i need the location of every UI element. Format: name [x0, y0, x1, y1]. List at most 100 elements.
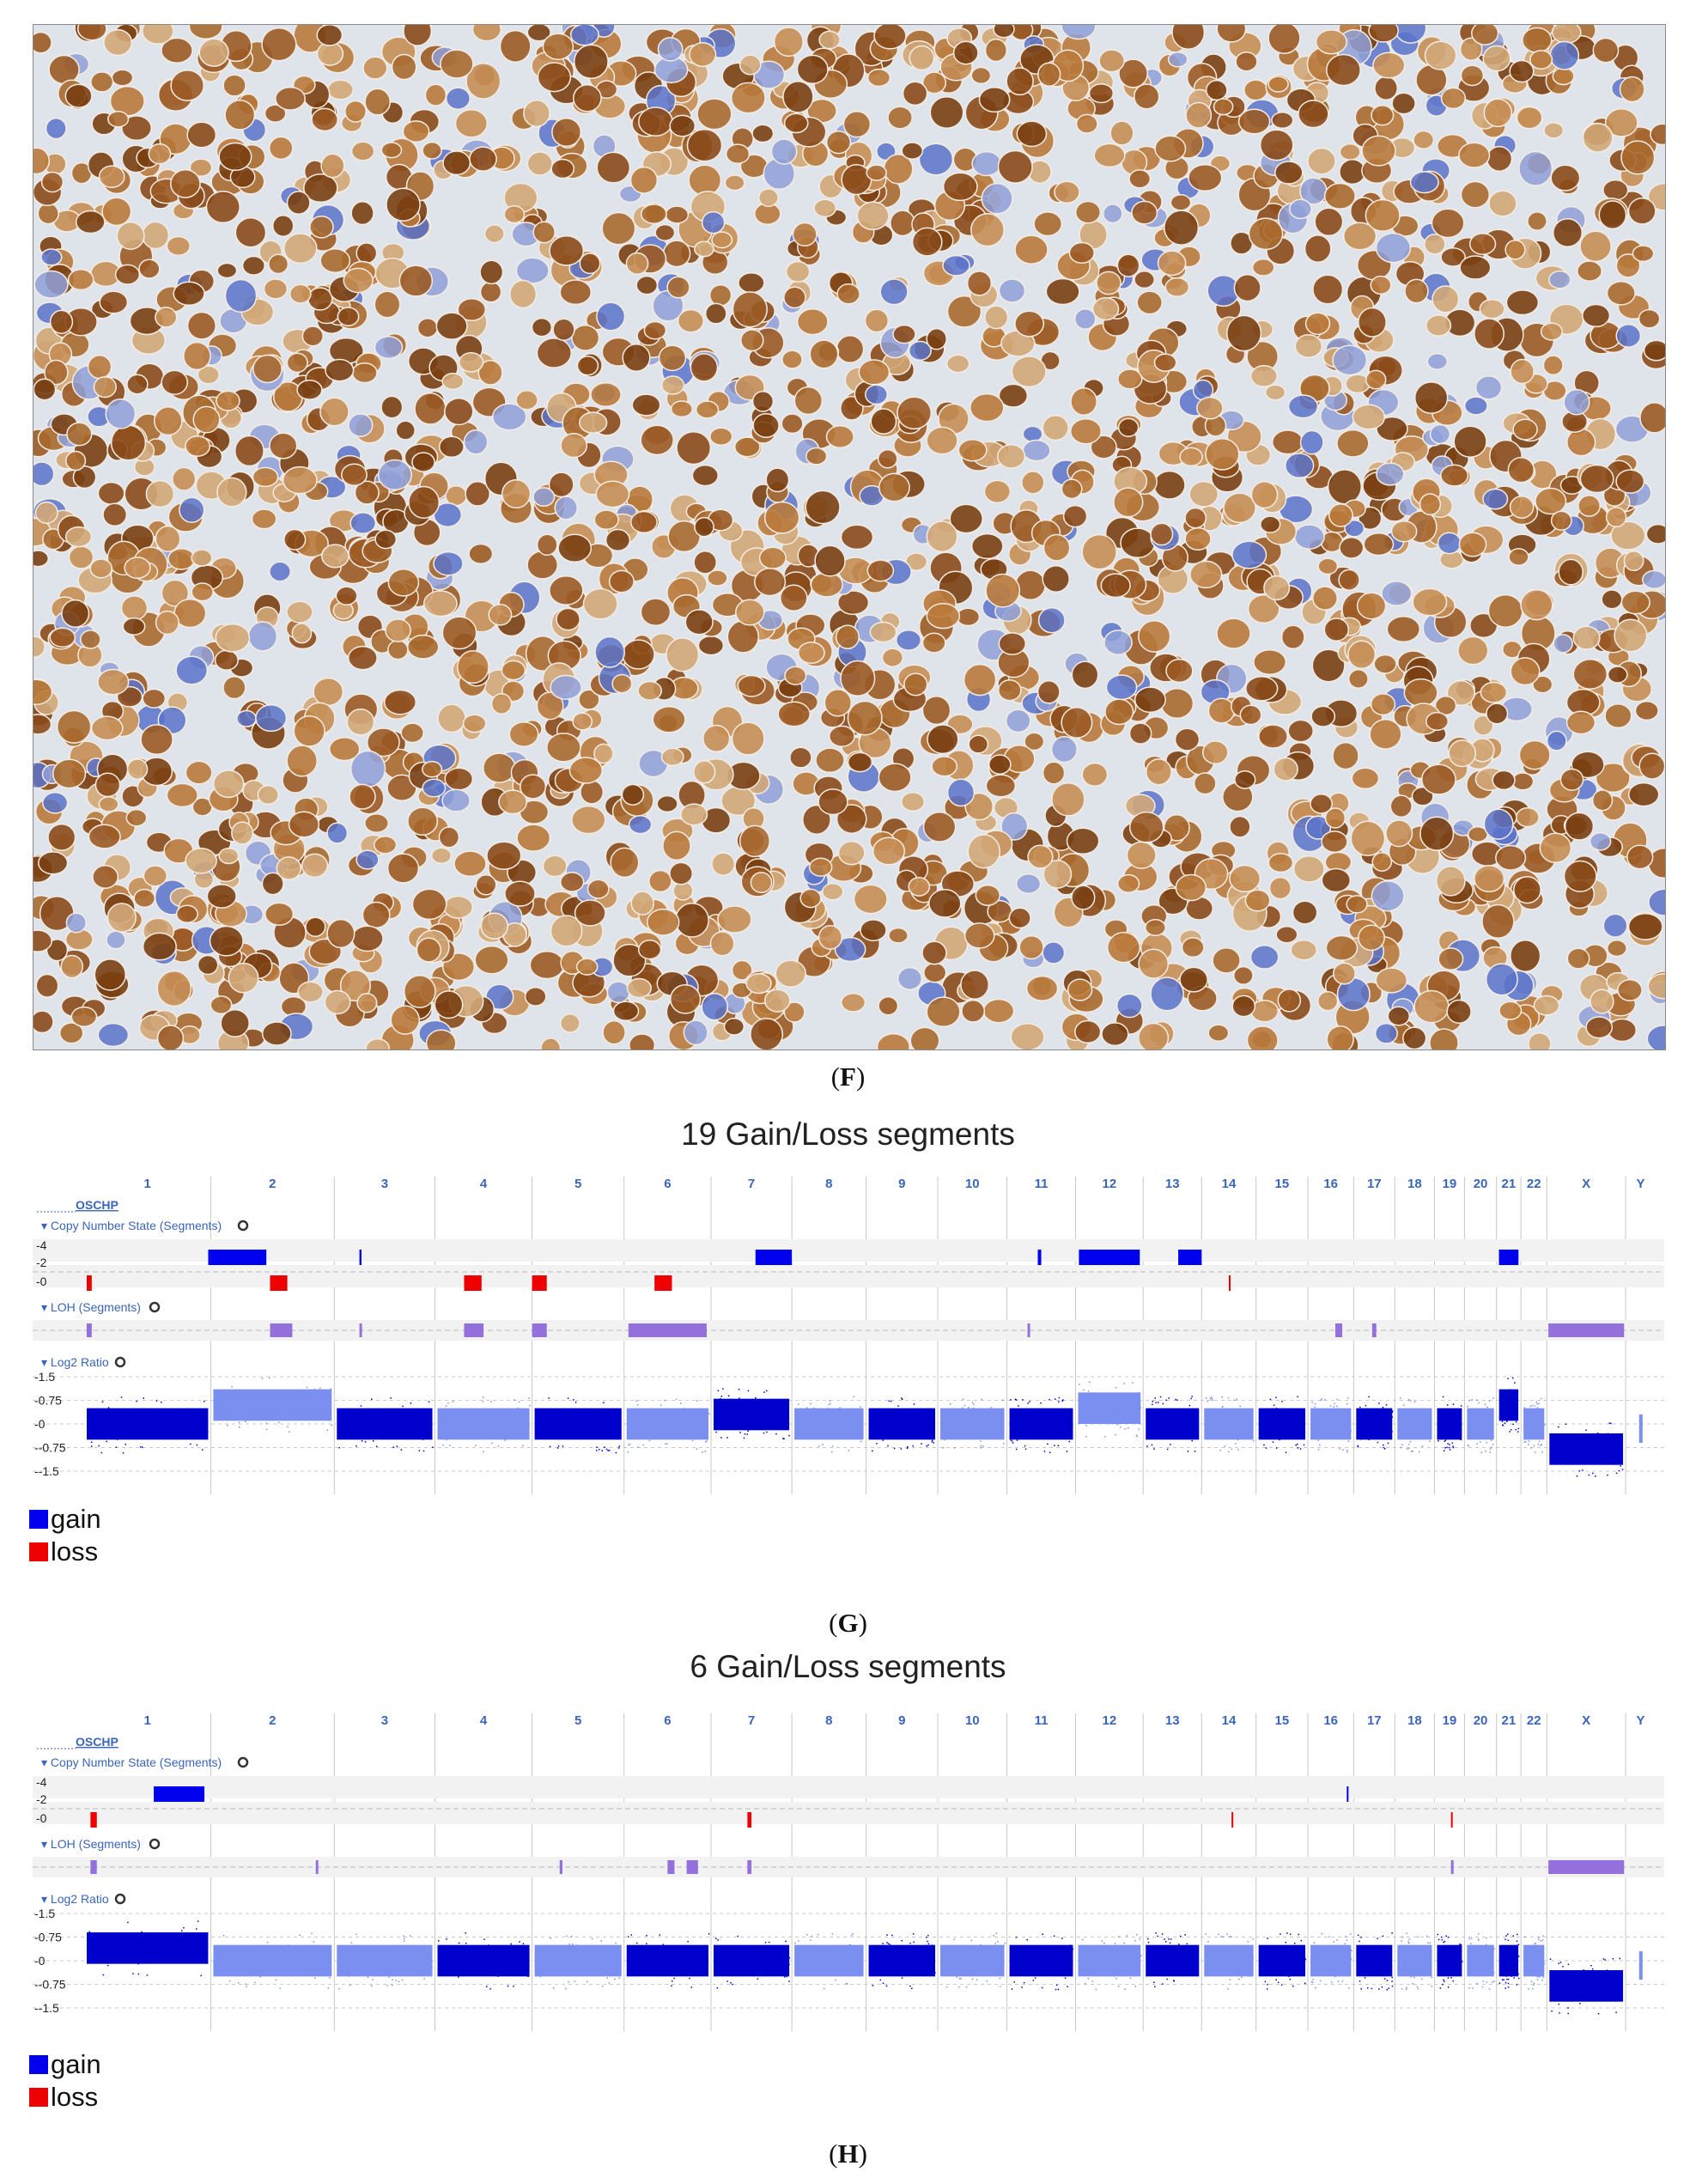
log2-band [626, 1408, 708, 1440]
log2-band [534, 1408, 622, 1440]
log2-tick-label: --1.5 [34, 1464, 59, 1478]
gain-segment [755, 1250, 793, 1265]
log2-band [437, 1408, 530, 1440]
chromosome-label: 9 [898, 1177, 905, 1191]
loh-segment [559, 1860, 562, 1874]
log2-band [87, 1932, 209, 1964]
cell-nuclei [33, 25, 1665, 1049]
gear-icon[interactable] [237, 1756, 249, 1768]
log2-band [1467, 1408, 1494, 1440]
chromosome-label: 19 [1443, 1713, 1457, 1728]
gear-icon[interactable] [149, 1301, 161, 1313]
gear-icon[interactable] [237, 1220, 249, 1232]
gain-segment [1037, 1250, 1042, 1265]
chromosome-label: 3 [381, 1713, 388, 1728]
log2-band [868, 1944, 936, 1977]
chromosome-label: 7 [748, 1177, 755, 1191]
chromosome-label: 10 [965, 1713, 980, 1728]
loh-track-label[interactable]: ▾ LOH (Segments) [41, 1837, 141, 1851]
loh-segment [1371, 1323, 1377, 1337]
chromosome-label: 4 [480, 1713, 488, 1728]
log2-points-chr-14 [1204, 1933, 1255, 1990]
log2-band [1204, 1408, 1254, 1440]
gear-icon[interactable] [149, 1838, 161, 1850]
panel-g-title: 19 Gain/Loss segments [681, 1116, 1015, 1152]
loss-swatch [29, 1542, 48, 1561]
legend-g: gain loss [29, 1503, 101, 1568]
chromosome-label: 3 [381, 1177, 388, 1191]
chromosome-label: 8 [825, 1713, 832, 1728]
gain-swatch [29, 1510, 48, 1529]
chromosome-label: X [1582, 1177, 1590, 1191]
log2-track-label[interactable]: ▾ Log2 Ratio [41, 1892, 109, 1906]
log2-band [87, 1408, 209, 1440]
chromosome-label: 15 [1275, 1177, 1290, 1191]
chromosome-label: 18 [1407, 1177, 1422, 1191]
log2-points-chr-13 [1146, 1396, 1200, 1452]
caption-h: (H) [829, 2138, 867, 2169]
legend-label: gain [51, 2049, 101, 2079]
chromosome-label: 8 [825, 1177, 832, 1191]
chromosome-label: 17 [1367, 1713, 1382, 1728]
log2-band [1258, 1408, 1306, 1440]
gear-icon[interactable] [114, 1356, 126, 1368]
chromosome-label: 5 [574, 1713, 581, 1728]
log2-points-chr-3 [337, 1933, 433, 1990]
chromosome-label: 6 [664, 1713, 671, 1728]
cn-track-label[interactable]: ▾ Copy Number State (Segments) [41, 1219, 222, 1232]
legend-item-gain: gain [29, 1503, 101, 1536]
loh-segment [1548, 1860, 1625, 1874]
chromosome-label: 1 [144, 1177, 151, 1191]
log2-band [1549, 1433, 1624, 1465]
loh-segment [747, 1860, 752, 1874]
log2-band [1397, 1408, 1432, 1440]
log2-band [1009, 1408, 1073, 1440]
loh-segment [464, 1323, 484, 1337]
log2-track-label[interactable]: ▾ Log2 Ratio [41, 1355, 109, 1369]
log2-tick-label: --0.75 [34, 1441, 66, 1455]
chromosome-label: 16 [1323, 1713, 1338, 1728]
log2-points-chr-8 [794, 1932, 864, 1990]
file-label[interactable]: OSCHP [76, 1198, 119, 1212]
gain-segment [1498, 1250, 1519, 1265]
log2-tick-label: -0.75 [34, 1931, 62, 1944]
chromosome-label: 22 [1527, 1177, 1541, 1191]
log2-band [337, 1408, 433, 1440]
loss-segment [270, 1275, 288, 1291]
log2-points-chr-2 [213, 1377, 332, 1433]
loss-segment [464, 1275, 482, 1291]
loss-segment [90, 1812, 97, 1828]
gain-segment [1079, 1250, 1140, 1265]
log2-band [1498, 1944, 1519, 1977]
loss-segment [86, 1275, 92, 1291]
log2-points-chr-19 [1437, 1933, 1463, 1989]
chromosome-label: 11 [1035, 1177, 1049, 1191]
log2-points-chr-6 [626, 1398, 710, 1453]
genome-plot-h: 1 2 3 4 5 6 7 8 9 10 11 12 13 14 15 16 17 18 19 20 21 22 X Y OSC… [33, 1709, 1664, 2035]
log2-points-chr-7 [713, 1935, 791, 1989]
chromosome-label: 14 [1222, 1177, 1237, 1191]
chromosome-label: 7 [748, 1713, 755, 1728]
legend-item-loss: loss [29, 2081, 101, 2114]
log2-points-chr-10 [940, 1932, 1006, 1988]
loh-segment [270, 1323, 293, 1337]
chromosome-label: 21 [1502, 1177, 1517, 1191]
log2-points-chr-4 [437, 1932, 530, 1990]
gain-segment [208, 1250, 211, 1265]
loh-track-label[interactable]: ▾ LOH (Segments) [41, 1300, 141, 1314]
log2-band [1356, 1944, 1393, 1977]
cn-track-label[interactable]: ▾ Copy Number State (Segments) [41, 1755, 222, 1769]
log2-band [1356, 1408, 1393, 1440]
log2-points-chr-X [1549, 1422, 1624, 1477]
loss-segment [532, 1275, 547, 1291]
gear-icon[interactable] [114, 1893, 126, 1905]
cn-tick-label: -4 [36, 1238, 47, 1252]
chromosome-label: 13 [1165, 1713, 1180, 1728]
log2-band [1258, 1944, 1306, 1977]
loh-segment [532, 1323, 547, 1337]
log2-band [1437, 1408, 1462, 1440]
log2-tick-label: -0.75 [34, 1394, 62, 1408]
chromosome-label: 21 [1502, 1713, 1517, 1728]
loh-segment [667, 1860, 675, 1874]
file-label[interactable]: OSCHP [76, 1735, 119, 1749]
